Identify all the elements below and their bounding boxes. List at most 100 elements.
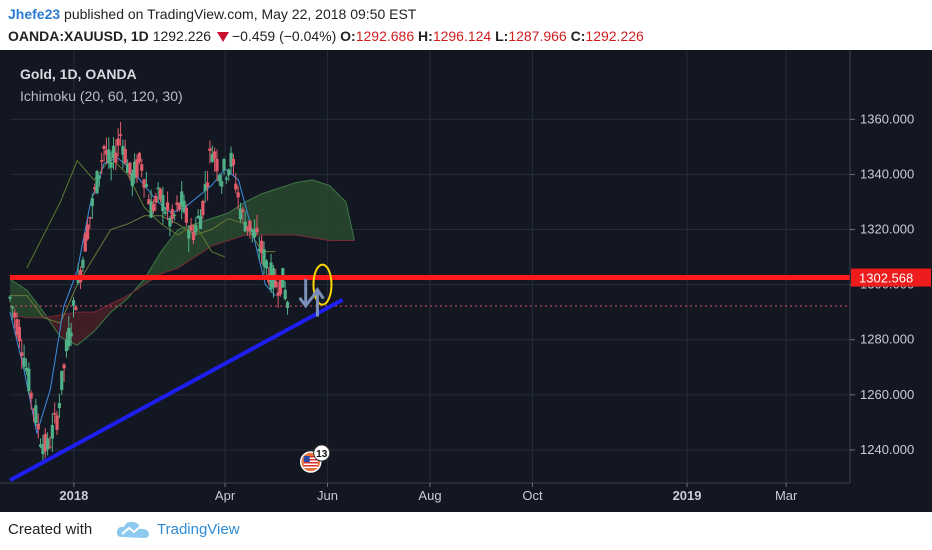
candle-body [93,187,97,190]
candle-body [227,169,231,176]
candle-body [90,198,94,207]
open-value: 1292.686 [355,28,415,44]
footer: Created with TradingView [0,512,932,550]
cloud-segment [295,179,313,238]
candle-body [168,217,172,227]
candle-body [144,184,149,187]
high-value: 1296.124 [432,28,492,44]
publish-line: Jhefe23 published on TradingView.com, Ma… [8,6,416,22]
candle-body [243,221,247,232]
candle-body [55,415,59,430]
candle-body [165,202,170,211]
candle-body [104,150,109,155]
candle-body [253,229,257,238]
candle-body [154,195,158,203]
candle-body [22,357,26,367]
legend-title: Gold, 1D, OANDA [20,66,137,82]
candle-body [201,200,205,216]
candle-body [234,183,238,190]
candle-body [43,433,47,452]
tenkan-line [9,157,276,434]
candle-body [137,153,141,162]
cloud-segment [312,179,330,241]
trendline [9,298,344,483]
candle-body [69,332,73,337]
candle-body [175,202,179,205]
candle-body [10,306,14,309]
x-tick-label: Jun [317,488,338,503]
yellow-circle-annotation [312,263,333,306]
chikou-line [26,157,226,269]
candle-body [177,203,181,210]
candle-body [111,145,116,159]
published-text: published on TradingView.com, May 22, 20… [64,6,417,22]
axes: 1360.0001340.0001320.0001300.0001280.000… [0,50,932,512]
grid [10,50,850,483]
candle-body [196,215,200,218]
candle-body [15,319,19,336]
candle-body [88,216,92,219]
kijun-line [10,215,276,324]
candle-body [187,230,191,239]
candle-body [135,159,139,178]
candle-body [208,148,212,151]
low-value: 1287.966 [508,28,567,44]
candle-body [31,409,36,411]
candle-body [170,209,174,219]
candle-body [173,214,177,216]
us-event-badge: 13 [299,444,331,473]
flag-stripe [303,465,318,467]
flag-canton [303,456,310,462]
chart-panel[interactable]: 13 1360.0001340.0001320.0001300.0001280.… [0,50,932,512]
candle-body [50,424,54,439]
candle-body [123,149,127,163]
candle-body [67,327,71,347]
candle-body [215,158,219,172]
candle-body [114,152,118,163]
candle-body [260,240,264,254]
price-chart[interactable]: 13 1360.0001340.0001320.0001300.0001280.… [0,50,932,512]
candle-body [24,367,29,372]
candle-body [278,276,283,295]
cloud-segment [94,303,111,332]
candle-body [83,233,87,252]
candles [8,122,290,464]
candle-body [118,134,123,136]
candle-body [130,173,134,187]
tradingview-cloud-icon [116,521,149,538]
author-link[interactable]: Jhefe23 [8,6,61,22]
candle-body [81,259,85,268]
x-tick-label: 2018 [59,488,88,503]
price-tag-label: 1302.568 [859,271,913,286]
created-with-text: Created with [8,521,93,538]
cloud-segment [110,295,128,313]
candle-body [34,405,38,424]
senkou-span-b-line [9,234,355,319]
x-tick-label: Aug [418,488,441,503]
candle-body [213,151,217,159]
candle-body [241,209,245,212]
candle-body [189,225,193,231]
candle-body [60,370,64,390]
candle-body [220,181,224,187]
candle-body [100,160,104,162]
candle-body [203,184,207,191]
candle-body [217,175,221,182]
y-tick-label: 1280.000 [860,332,914,347]
candle-body [161,194,165,212]
high-label: H: [418,28,433,44]
candle-body [95,171,99,194]
cloud-segment [26,290,44,318]
candle-body [255,227,259,233]
candle-body [126,163,130,173]
x-tick-label: 2019 [673,488,702,503]
tradingview-brand-link[interactable]: TradingView [157,521,240,538]
candle-body [245,226,250,230]
candle-body [285,301,290,308]
flag-stripe [303,459,318,461]
candle-body [229,152,233,167]
candle-body [107,149,111,164]
last-price: 1292.226 [152,28,212,44]
low-label: L: [495,28,509,44]
candle-body [142,179,146,188]
